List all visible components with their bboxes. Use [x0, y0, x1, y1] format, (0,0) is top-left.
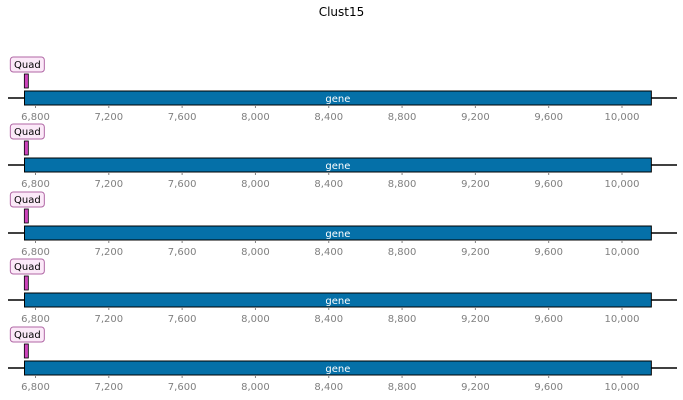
gene-feature: [23, 360, 652, 376]
axis-tick-label: 6,800: [21, 247, 50, 258]
axis-tick-label: 6,800: [21, 382, 50, 393]
axis-tick-label: 8,800: [388, 112, 417, 123]
axis-tick-label: 8,000: [241, 247, 270, 258]
axis-tick-label: 9,600: [534, 314, 563, 325]
axis-tick-label: 8,000: [241, 382, 270, 393]
axis-tick-label: 9,200: [461, 247, 490, 258]
marker-label-box: [9, 56, 45, 73]
axis-tick-label: 9,200: [461, 314, 490, 325]
marker-label-box: [9, 258, 45, 275]
marker-label: Quad: [14, 60, 41, 71]
axis-tick-label: 8,400: [314, 179, 343, 190]
axis-tick-label: 8,000: [241, 314, 270, 325]
marker-label: Quad: [14, 127, 41, 138]
axis-tick-label: 7,200: [94, 179, 123, 190]
axis-tick-label: 6,800: [21, 179, 50, 190]
gene-feature-label: gene: [325, 229, 350, 240]
axis-tick-label: 7,600: [168, 247, 197, 258]
gene-feature-label: gene: [325, 296, 350, 307]
axis-tick-label: 8,400: [314, 112, 343, 123]
gene-feature: [23, 292, 652, 308]
gene-feature-label: gene: [325, 161, 350, 172]
axis-tick-label: 8,800: [388, 179, 417, 190]
gene-feature: [23, 90, 652, 106]
axis-tick-label: 9,600: [534, 179, 563, 190]
axis-tick-label: 9,200: [461, 179, 490, 190]
axis-tick-label: 8,800: [388, 382, 417, 393]
axis-tick-label: 8,400: [314, 247, 343, 258]
marker-feature: [23, 140, 29, 156]
axis-tick-label: 10,000: [605, 179, 640, 190]
axis-tick-label: 7,600: [168, 179, 197, 190]
marker-feature: [23, 73, 29, 89]
axis-tick-label: 7,200: [94, 112, 123, 123]
marker-label: Quad: [14, 195, 41, 206]
axis-tick-label: 10,000: [605, 314, 640, 325]
axis-tick-label: 10,000: [605, 382, 640, 393]
axis-tick-label: 7,200: [94, 314, 123, 325]
axis-tick-label: 9,200: [461, 382, 490, 393]
marker-label-box: [9, 123, 45, 140]
axis-tick-label: 10,000: [605, 247, 640, 258]
marker-label-box: [9, 191, 45, 208]
axis-tick-label: 6,800: [21, 112, 50, 123]
marker-label: Quad: [14, 262, 41, 273]
axis-tick-label: 9,600: [534, 247, 563, 258]
axis-tick-label: 8,400: [314, 382, 343, 393]
gene-feature-label: gene: [325, 94, 350, 105]
axis-tick-label: 10,000: [605, 112, 640, 123]
axis-tick-label: 8,800: [388, 314, 417, 325]
marker-feature: [23, 343, 29, 359]
axis-tick-label: 7,600: [168, 112, 197, 123]
marker-label-box: [9, 326, 45, 343]
gene-feature-label: gene: [325, 364, 350, 375]
marker-feature: [23, 275, 29, 291]
marker-label: Quad: [14, 330, 41, 341]
gene-feature: [23, 225, 652, 241]
gene-feature: [23, 157, 652, 173]
figure-title: Clust15: [318, 5, 365, 19]
axis-tick-label: 7,200: [94, 247, 123, 258]
axis-tick-label: 6,800: [21, 314, 50, 325]
axis-tick-label: 8,000: [241, 179, 270, 190]
axis-tick-label: 9,200: [461, 112, 490, 123]
axis-tick-label: 8,800: [388, 247, 417, 258]
axis-tick-label: 8,000: [241, 112, 270, 123]
axis-tick-label: 7,200: [94, 382, 123, 393]
axis-tick-label: 9,600: [534, 382, 563, 393]
axis-tick-label: 8,400: [314, 314, 343, 325]
axis-tick-label: 7,600: [168, 314, 197, 325]
axis-tick-label: 7,600: [168, 382, 197, 393]
marker-feature: [23, 208, 29, 224]
axis-tick-label: 9,600: [534, 112, 563, 123]
